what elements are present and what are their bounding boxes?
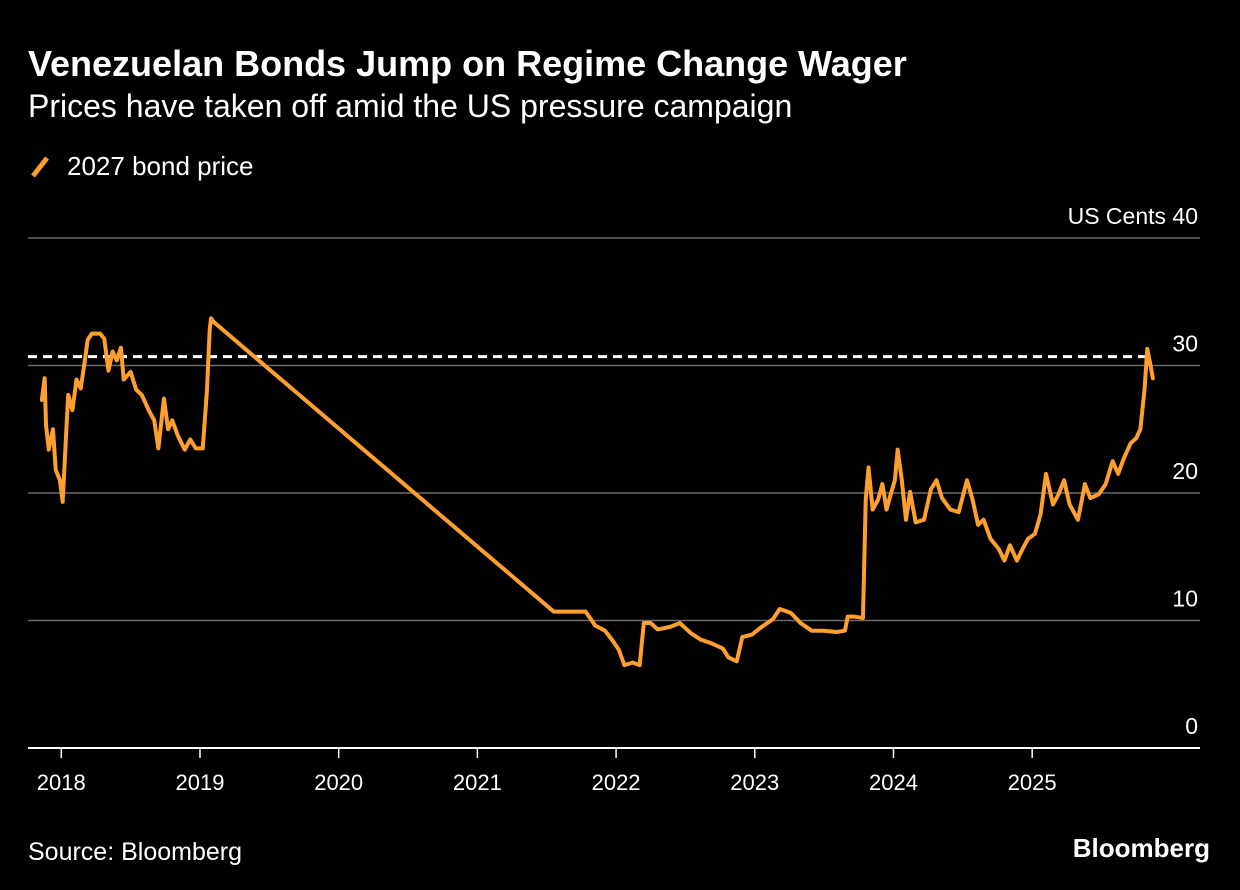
credit: Bloomberg	[1073, 833, 1210, 863]
x-tick-label: 2023	[730, 770, 779, 795]
y-tick-label: 30	[1172, 331, 1198, 357]
x-tick-label: 2022	[592, 770, 641, 795]
line-series	[39, 316, 1155, 668]
y-tick-label: 20	[1172, 458, 1198, 484]
y-tick-label: US Cents 40	[1068, 203, 1198, 229]
x-tick-label: 2024	[869, 770, 918, 795]
x-tick-label: 2019	[176, 770, 225, 795]
y-tick-label: 0	[1185, 713, 1198, 739]
legend-label: 2027 bond price	[67, 151, 253, 181]
y-tick-label: 10	[1172, 586, 1198, 612]
chart-subtitle: Prices have taken off amid the US pressu…	[28, 88, 792, 124]
x-tick-label: 2018	[37, 770, 86, 795]
legend-swatch	[31, 156, 49, 178]
chart-title: Venezuelan Bonds Jump on Regime Change W…	[28, 43, 907, 84]
x-tick-label: 2021	[453, 770, 502, 795]
x-tick-label: 2020	[314, 770, 363, 795]
source: Source: Bloomberg	[28, 838, 242, 866]
x-tick-label: 2025	[1008, 770, 1057, 795]
